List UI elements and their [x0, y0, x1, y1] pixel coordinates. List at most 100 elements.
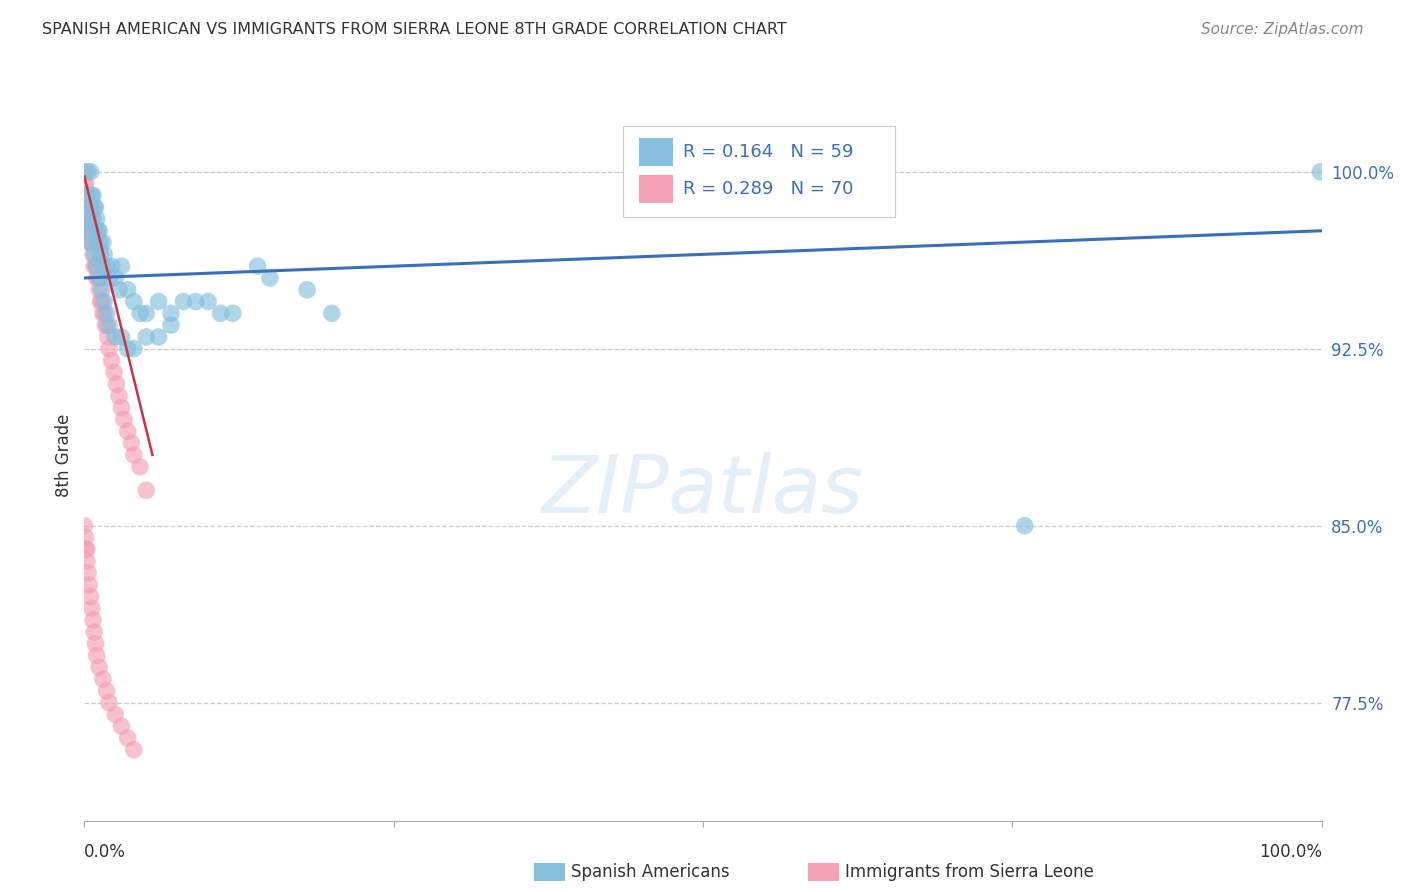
Y-axis label: 8th Grade: 8th Grade [55, 413, 73, 497]
Point [77, 200, 100, 214]
Point [79, 200, 101, 214]
Point [83, 200, 105, 214]
Point [1309, 165, 1331, 179]
Point [110, 401, 132, 415]
Point [89, 294, 111, 309]
Point [110, 719, 132, 733]
Point [73, 165, 96, 179]
Point [122, 342, 145, 356]
Point [79, 224, 101, 238]
Point [82, 188, 104, 202]
Point [108, 283, 131, 297]
Point [104, 271, 127, 285]
Point [75, 165, 97, 179]
Point [90, 294, 112, 309]
Point [93, 247, 115, 261]
Point [73, 177, 96, 191]
Point [94, 318, 117, 333]
Point [122, 448, 145, 462]
Point [295, 283, 318, 297]
Text: R = 0.289   N = 70: R = 0.289 N = 70 [683, 179, 853, 198]
Point [90, 283, 112, 297]
Point [96, 684, 118, 698]
Point [79, 590, 101, 604]
Point [79, 577, 101, 591]
Point [82, 235, 104, 250]
Point [91, 306, 114, 320]
Point [122, 294, 145, 309]
Point [79, 211, 101, 226]
Text: 0.0%: 0.0% [84, 843, 127, 861]
Point [76, 554, 98, 568]
Point [117, 731, 139, 745]
Point [100, 353, 122, 368]
Point [160, 318, 183, 333]
Point [82, 613, 104, 627]
Text: Source: ZipAtlas.com: Source: ZipAtlas.com [1201, 22, 1364, 37]
Point [73, 518, 96, 533]
Point [91, 259, 114, 273]
Point [96, 306, 118, 320]
Point [75, 177, 97, 191]
Point [135, 330, 157, 344]
Point [77, 165, 100, 179]
Point [129, 306, 152, 320]
Point [117, 283, 139, 297]
Point [79, 235, 101, 250]
Point [76, 211, 98, 226]
Point [96, 259, 118, 273]
Text: 100.0%: 100.0% [1258, 843, 1322, 861]
Point [104, 330, 127, 344]
Text: R = 0.164   N = 59: R = 0.164 N = 59 [683, 143, 853, 161]
Point [321, 306, 343, 320]
Point [89, 235, 111, 250]
Point [79, 165, 101, 179]
Point [110, 330, 132, 344]
Point [209, 306, 232, 320]
Text: Spanish Americans: Spanish Americans [571, 863, 730, 881]
Point [75, 211, 97, 226]
Point [108, 389, 131, 403]
Point [110, 259, 132, 273]
Point [84, 200, 107, 214]
Point [135, 306, 157, 320]
Point [75, 542, 97, 557]
Point [98, 342, 121, 356]
Point [77, 211, 100, 226]
Point [259, 271, 281, 285]
Point [222, 306, 245, 320]
Point [89, 271, 111, 285]
Point [184, 294, 207, 309]
Point [129, 459, 152, 474]
Point [98, 318, 121, 333]
Point [93, 306, 115, 320]
Point [75, 531, 97, 545]
Point [83, 624, 105, 639]
Point [73, 200, 96, 214]
Text: Immigrants from Sierra Leone: Immigrants from Sierra Leone [845, 863, 1094, 881]
Point [73, 188, 96, 202]
Point [1014, 518, 1036, 533]
Point [79, 224, 101, 238]
Point [135, 483, 157, 498]
Point [75, 188, 97, 202]
Point [172, 294, 194, 309]
Point [86, 271, 108, 285]
Point [80, 601, 103, 615]
Point [76, 200, 98, 214]
Bar [638, 138, 673, 166]
Point [76, 211, 98, 226]
Point [79, 224, 101, 238]
Point [120, 436, 142, 450]
Point [79, 200, 101, 214]
Point [97, 330, 120, 344]
Point [104, 707, 127, 722]
Point [80, 235, 103, 250]
Bar [638, 175, 673, 202]
Point [86, 259, 108, 273]
Point [83, 247, 105, 261]
Point [93, 294, 115, 309]
Point [117, 425, 139, 439]
Point [100, 259, 122, 273]
Point [76, 188, 98, 202]
